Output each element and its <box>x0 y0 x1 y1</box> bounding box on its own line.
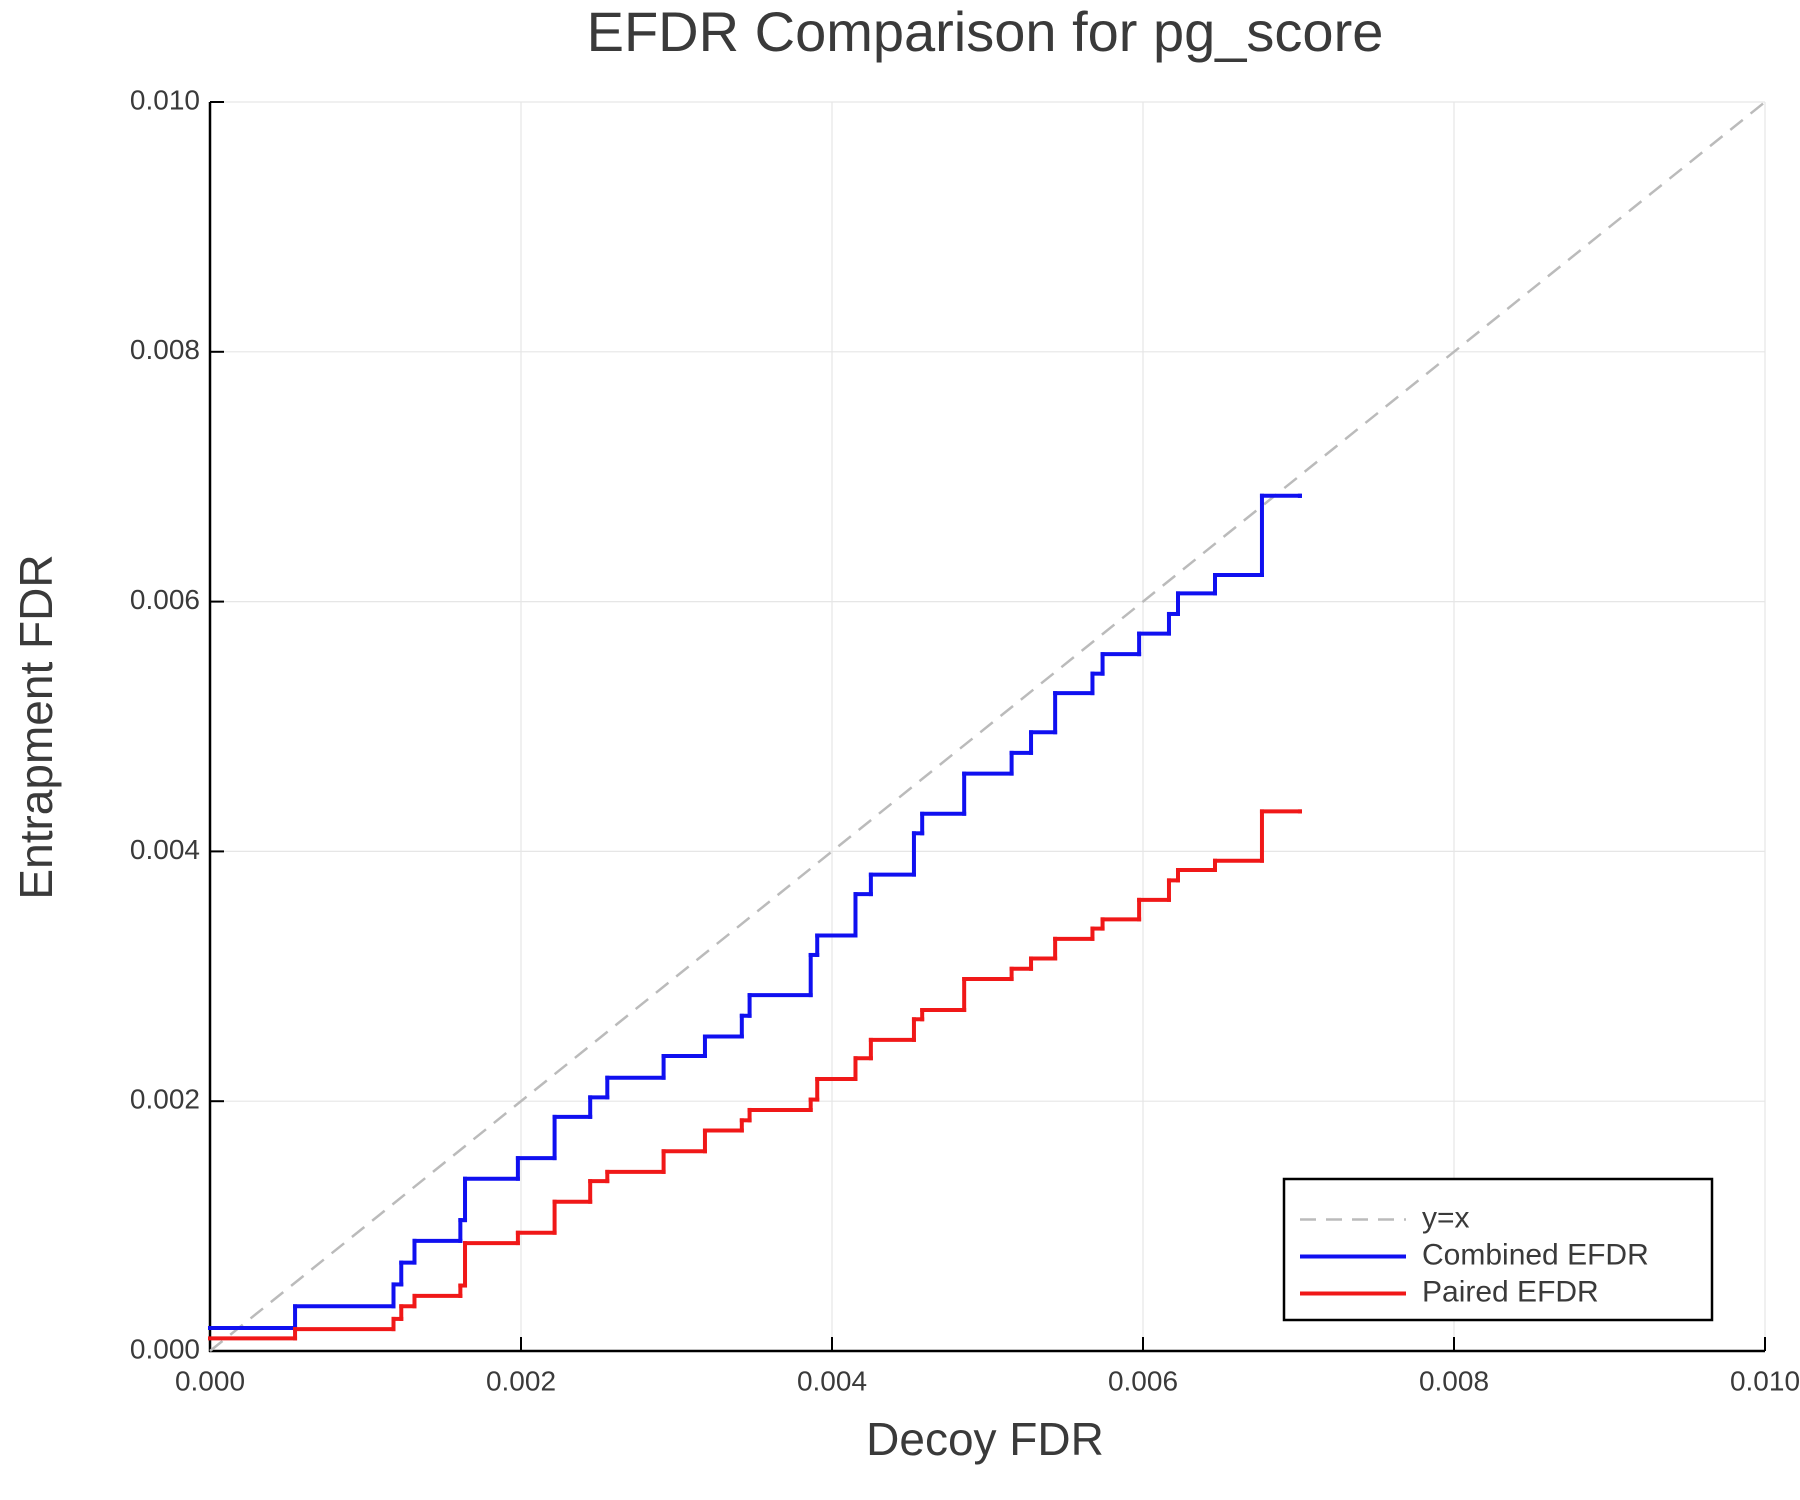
y-axis-label: Entrapment FDR <box>10 554 62 899</box>
x-tick-label: 0.002 <box>486 1365 556 1396</box>
legend-label: Combined EFDR <box>1422 1238 1649 1271</box>
legend-label: Paired EFDR <box>1422 1275 1599 1308</box>
legend-box <box>1282 1177 1714 1322</box>
x-axis-label: Decoy FDR <box>866 1413 1104 1465</box>
series-line <box>208 809 1302 1341</box>
x-tick-label: 0.000 <box>175 1365 245 1396</box>
y-tick-label: 0.006 <box>130 584 200 615</box>
y-tick-label: 0.004 <box>130 834 200 865</box>
x-tick-label: 0.010 <box>1730 1365 1800 1396</box>
y-tick-label: 0.008 <box>130 334 200 365</box>
legend-label: y=x <box>1422 1201 1470 1234</box>
series-line <box>208 493 1302 1331</box>
x-tick-label: 0.008 <box>1419 1365 1489 1396</box>
x-tick-label: 0.004 <box>797 1365 867 1396</box>
x-tick-label: 0.006 <box>1108 1365 1178 1396</box>
chart-title: EFDR Comparison for pg_score <box>587 0 1384 63</box>
y-tick-label: 0.010 <box>130 84 200 115</box>
y-tick-label: 0.002 <box>130 1084 200 1115</box>
y-tick-label: 0.000 <box>130 1333 200 1364</box>
series-line <box>209 101 1766 1352</box>
